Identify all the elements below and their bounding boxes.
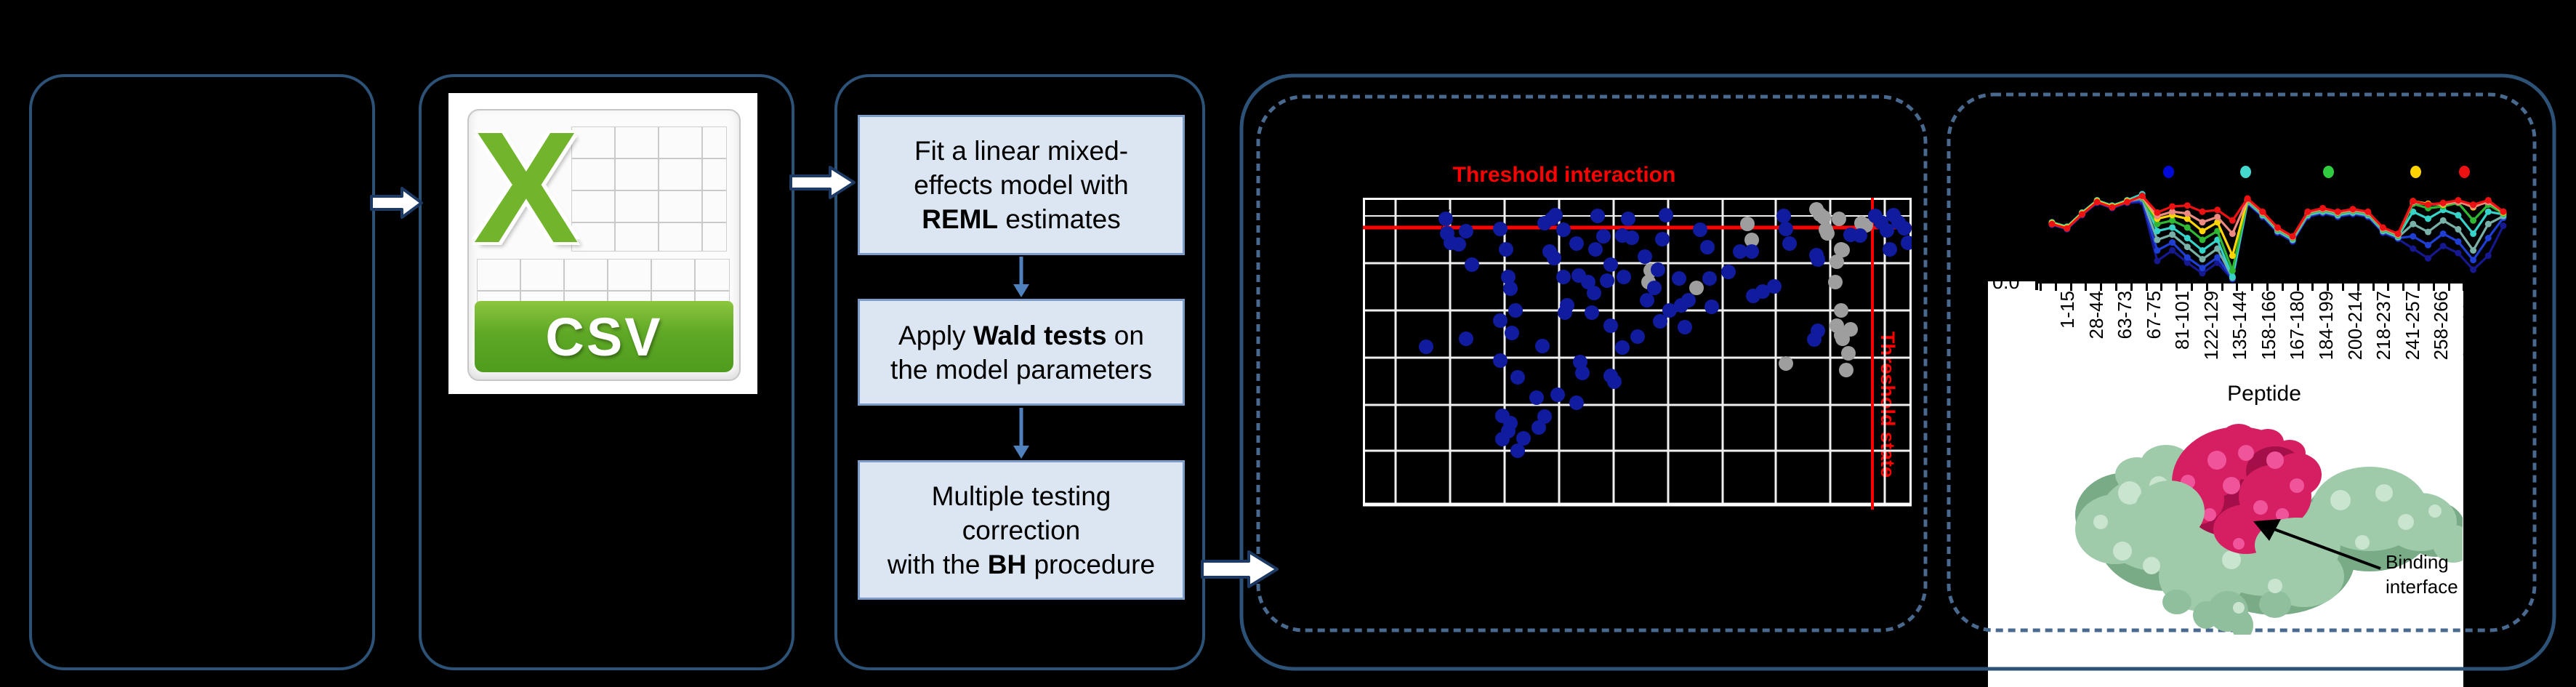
axis-tick <box>2085 284 2088 291</box>
axis-tick <box>2130 284 2133 291</box>
axis-tick <box>2266 284 2269 291</box>
axis-tick <box>2160 284 2163 291</box>
flow-arrow-down-icon <box>1013 408 1029 459</box>
axis-tick <box>2221 284 2223 291</box>
axis-tick <box>2069 284 2072 291</box>
excel-x-icon: X <box>473 100 579 276</box>
axis-tick <box>2342 284 2344 291</box>
scatter-dashed-border <box>1256 95 1928 632</box>
csv-icon-tile: X CSV <box>467 100 741 381</box>
input-panel-box <box>29 74 375 670</box>
axis-tick <box>2115 284 2117 291</box>
legend-dot-icon <box>2163 166 2174 178</box>
legend-dot-icon <box>2240 166 2251 178</box>
axis-tick <box>2175 284 2178 291</box>
binding-interface-label: Binding interface <box>2386 551 2458 598</box>
process-step: Fit a linear mixed-effects model with REM… <box>858 115 1185 255</box>
results-outer-border <box>1239 73 2556 671</box>
process-step: Apply Wald tests on the model parameters <box>858 299 1185 406</box>
axis-tick <box>2418 284 2420 291</box>
axis-tick <box>2145 284 2148 291</box>
protein-structure-image <box>2075 424 2463 635</box>
flow-arrow-down-icon <box>1013 257 1029 297</box>
arrow-right-icon <box>370 187 423 219</box>
csv-label: CSV <box>545 306 663 367</box>
peptide-axis-corner <box>2035 281 2038 290</box>
deuterium-uptake-line-chart <box>2048 190 2507 283</box>
legend-dot-icon <box>2323 166 2334 178</box>
axis-tick <box>2054 284 2057 291</box>
axis-tick <box>2296 284 2299 291</box>
binding-interface-arrow-icon <box>2253 519 2381 570</box>
axis-tick <box>2387 284 2390 291</box>
axis-tick <box>2402 284 2405 291</box>
arrow-right-icon <box>1201 550 1279 588</box>
peptide-axis-line <box>2035 281 2463 284</box>
arrow-right-icon <box>789 166 856 199</box>
csv-file-icon: X CSV <box>448 93 757 394</box>
y-axis-tick-0: 0.0 <box>1992 281 2020 293</box>
axis-tick <box>2236 284 2239 291</box>
legend-dot-icon <box>2459 166 2470 178</box>
axis-tick <box>2311 284 2314 291</box>
axis-tick <box>2327 284 2330 291</box>
process-step: Multiple testing correction with the BH pr… <box>858 460 1185 600</box>
axis-tick <box>2372 284 2375 291</box>
peptide-axis-title: Peptide <box>2227 382 2301 406</box>
axis-tick <box>2432 284 2435 291</box>
legend-dot-icon <box>2410 166 2421 178</box>
threshold-scatter-plot <box>1363 198 1912 510</box>
csv-banner: CSV <box>475 301 733 372</box>
axis-tick <box>2356 284 2359 291</box>
axis-tick <box>2100 284 2103 291</box>
uptake-dashed-border <box>1947 92 2537 632</box>
axis-tick <box>2040 284 2042 291</box>
axis-tick <box>2191 284 2193 291</box>
spreadsheet-grid-icon <box>571 126 728 252</box>
axis-tick <box>2447 284 2450 291</box>
protein-binding-interface-surface <box>2135 424 2339 573</box>
axis-tick <box>2281 284 2284 291</box>
scatter-title: Threshold interaction <box>1452 163 1676 187</box>
axis-tick <box>2251 284 2254 291</box>
axis-tick <box>2205 284 2208 291</box>
